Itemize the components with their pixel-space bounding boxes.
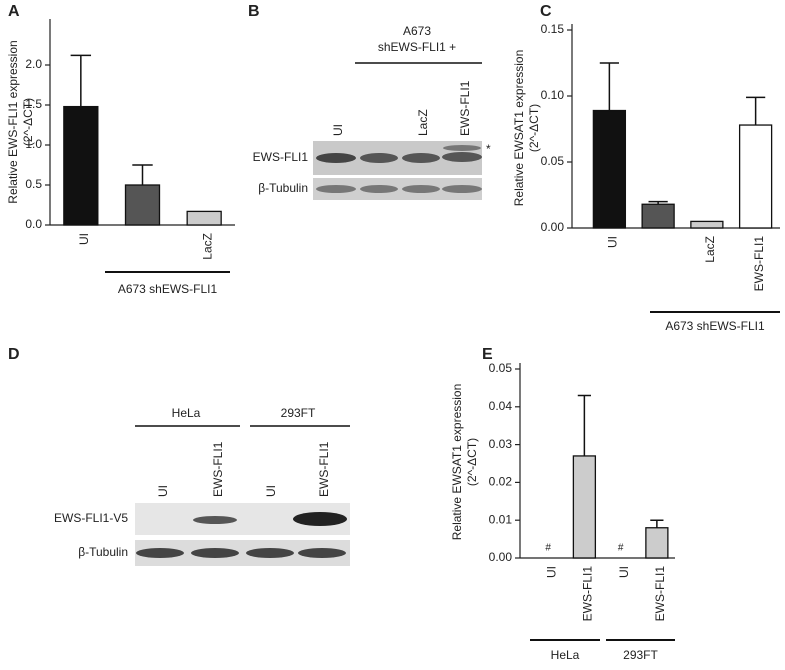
group-label: 293FT [623, 648, 658, 662]
bar [572, 455, 597, 559]
row-label: β-Tubulin [78, 545, 128, 559]
band [191, 548, 239, 558]
lane-label: UI [264, 485, 278, 497]
band [402, 185, 440, 193]
error-bar [132, 164, 153, 185]
lane-label: EWS-FLI1 [211, 441, 225, 497]
marker: # [545, 543, 551, 554]
lane-label: EWS-FLI1 [458, 80, 472, 136]
band [360, 185, 398, 193]
bar [645, 527, 669, 559]
y-tick-label: 2.0 [25, 57, 42, 71]
bar [690, 220, 724, 229]
bar [738, 124, 773, 229]
panel-label: A [8, 3, 20, 20]
y-tick-label: 0.00 [489, 550, 513, 564]
y-axis-label: Relative EWS-FLI1 expression [6, 40, 20, 203]
y-tick-label: 0.04 [489, 399, 513, 413]
group-label: A673 shEWS-FLI1 [665, 319, 765, 333]
blot-header: shEWS-FLI1 + [378, 40, 456, 54]
panel-label: D [8, 346, 20, 363]
x-tick-label: UI [606, 236, 620, 248]
panel-label: E [482, 346, 493, 363]
band [316, 153, 356, 163]
x-tick-label: LacZ [703, 236, 717, 263]
lane-label: EWS-FLI1 [317, 441, 331, 497]
error-bar [577, 394, 591, 456]
group-label: HeLa [172, 406, 201, 420]
band [402, 153, 440, 163]
y-tick-label: 0.05 [541, 154, 565, 168]
y-tick-label: 0.5 [25, 177, 42, 191]
y-tick-label: 0.01 [489, 512, 513, 526]
x-tick-label: EWS-FLI1 [752, 236, 766, 292]
panel-label: B [248, 3, 260, 20]
group-label: HeLa [551, 648, 580, 662]
bar [124, 184, 161, 226]
x-tick-label: UI [617, 566, 631, 578]
band [316, 185, 356, 193]
y-tick-label: 0.03 [489, 437, 513, 451]
error-bar [650, 519, 664, 528]
row-label: EWS-FLI1 [253, 150, 309, 164]
y-tick-label: 1.5 [25, 97, 42, 111]
y-tick-label: 0.10 [541, 88, 565, 102]
y-axis-unit: (2^-ΔCT) [21, 98, 35, 146]
x-tick-label: EWS-FLI1 [581, 566, 595, 622]
y-axis-label: Relative EWSAT1 expression [450, 384, 464, 541]
row-label: EWS-FLI1-V5 [54, 511, 128, 525]
band [246, 548, 294, 558]
row-label: β-Tubulin [258, 181, 308, 195]
y-tick-label: 0.0 [25, 217, 42, 231]
band [442, 185, 482, 193]
lane-label: LacZ [416, 109, 430, 136]
bar [641, 203, 675, 229]
lane-label: UI [156, 485, 170, 497]
band [360, 153, 398, 163]
panel-label: C [540, 3, 552, 20]
x-tick-label: UI [77, 233, 91, 245]
group-label: A673 shEWS-FLI1 [118, 282, 218, 296]
lane-label: UI [331, 124, 345, 136]
band [442, 152, 482, 162]
band [136, 548, 184, 558]
band [298, 548, 346, 558]
blot-header: A673 [403, 24, 431, 38]
error-bar [70, 54, 92, 107]
marker: # [618, 543, 624, 554]
y-tick-label: 0.02 [489, 475, 513, 489]
error-bar [746, 96, 766, 126]
bar [592, 109, 627, 229]
y-axis-label: Relative EWSAT1 expression [512, 50, 526, 207]
y-tick-label: 0.00 [541, 220, 565, 234]
y-tick-label: 0.05 [489, 361, 513, 375]
note: * [486, 142, 491, 156]
y-axis-unit: (2^-ΔCT) [527, 104, 541, 152]
band [293, 512, 347, 526]
x-tick-label: EWS-FLI1 [653, 566, 667, 622]
band [193, 516, 237, 524]
x-tick-label: LacZ [200, 233, 214, 260]
blot-b: B A673 shEWS-FLI1 + UI LacZ EWS-FLI1 EWS… [248, 3, 491, 200]
bar [186, 210, 222, 226]
band [443, 145, 481, 151]
group-label: 293FT [281, 406, 316, 420]
error-bar [599, 62, 619, 111]
y-tick-label: 1.0 [25, 137, 42, 151]
blot-d: D HeLa 293FT UI EWS-FLI1 UI EWS-FLI1 EWS… [8, 346, 350, 566]
y-tick-label: 0.15 [541, 22, 565, 36]
y-axis-unit: (2^-ΔCT) [465, 438, 479, 486]
x-tick-label: UI [544, 566, 558, 578]
bar [63, 105, 99, 226]
